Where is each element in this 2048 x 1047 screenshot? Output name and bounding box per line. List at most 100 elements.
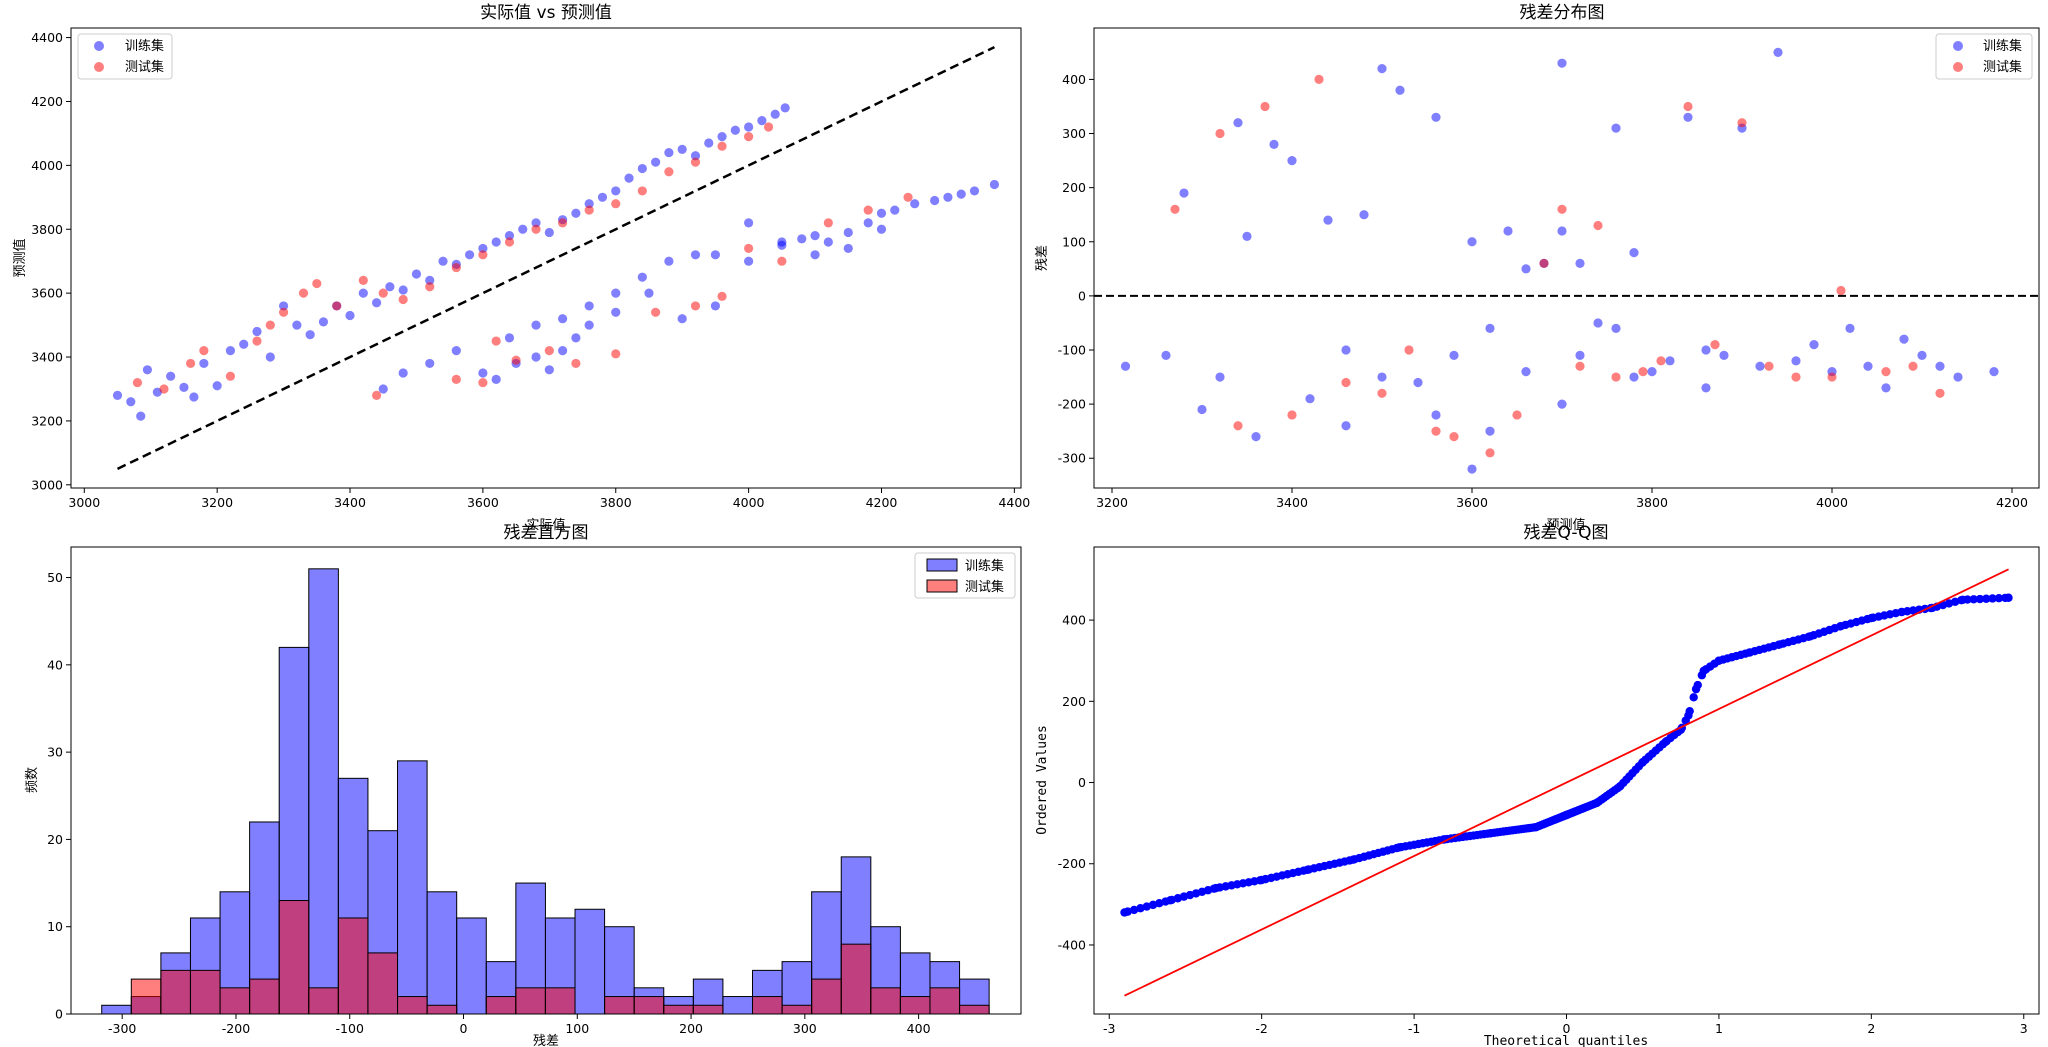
scatter-legend-train: 训练集	[125, 38, 164, 54]
test-point	[278, 307, 289, 317]
train-point	[345, 310, 355, 321]
train-point	[571, 333, 581, 343]
train-point	[704, 138, 714, 148]
residual-title: 残差分布图	[1520, 3, 1605, 23]
qq-point	[1775, 640, 1785, 649]
qq-ytick-label: 400	[1062, 613, 1086, 628]
test-residual-point	[1287, 410, 1297, 420]
histogram-xtick-label: 0	[460, 1021, 468, 1036]
scatter-xtick-label: 3800	[600, 495, 632, 510]
residual-xtick-label: 3400	[1276, 495, 1308, 510]
test-hist-bar	[604, 996, 635, 1015]
train-point	[571, 208, 581, 218]
test-point	[651, 307, 661, 317]
qq-point	[1714, 656, 1724, 665]
test-residual-point	[1710, 339, 1720, 350]
train-residual-point	[1683, 112, 1693, 122]
test-point	[504, 237, 515, 247]
qq-y-label: Ordered Values	[1035, 725, 1050, 835]
train-point	[584, 199, 594, 209]
test-point	[584, 205, 594, 215]
test-hist-bar	[397, 996, 428, 1015]
train-residual-point	[1467, 464, 1477, 474]
train-point	[199, 358, 209, 369]
train-residual-point	[1503, 226, 1513, 236]
test-point	[312, 278, 322, 289]
histogram-ytick-label: 20	[47, 832, 63, 847]
scatter-ytick-label: 4000	[31, 158, 63, 173]
train-point	[690, 151, 701, 161]
test-hist-bar	[929, 987, 961, 1015]
qq-xtick-label: 3	[2020, 1021, 2028, 1036]
train-residual-point	[1233, 118, 1243, 128]
qq-point	[1699, 666, 1708, 676]
test-residual-point	[1215, 128, 1225, 139]
scatter-legend-test-marker	[94, 62, 104, 72]
test-point	[611, 199, 621, 209]
train-point	[810, 250, 820, 260]
train-point	[710, 250, 721, 260]
qq-point	[1531, 823, 1541, 832]
train-hist-bar	[426, 891, 458, 1015]
train-residual-point	[1773, 47, 1783, 57]
test-hist-bar	[130, 978, 162, 1015]
train-residual-point	[1161, 350, 1171, 361]
train-point	[876, 208, 887, 218]
histogram-ytick-label: 40	[47, 657, 63, 672]
test-residual-point	[1314, 74, 1324, 85]
test-hist-bar	[337, 917, 369, 1015]
train-point	[385, 282, 395, 292]
test-point	[451, 374, 461, 384]
train-residual-point	[1881, 383, 1891, 393]
qq-x-label: Theoretical quantiles	[1484, 1034, 1648, 1047]
histogram-legend-train-swatch	[926, 558, 958, 572]
test-hist-bar	[485, 996, 517, 1015]
residual-legend-test-marker	[1953, 62, 1963, 72]
test-hist-bar	[189, 969, 221, 1015]
test-residual-point	[1449, 431, 1459, 442]
test-hist-bar	[249, 978, 280, 1015]
test-residual-point	[1791, 372, 1801, 382]
train-point	[504, 231, 515, 241]
scatter-xtick-label: 3200	[201, 495, 233, 510]
train-point	[166, 371, 176, 381]
train-point	[239, 339, 249, 349]
train-point	[478, 368, 488, 378]
train-point	[744, 256, 754, 266]
train-point	[644, 288, 654, 298]
train-point	[136, 411, 146, 421]
test-residual-point	[1935, 388, 1945, 398]
test-point	[544, 346, 554, 356]
qq-point	[1867, 613, 1876, 623]
train-point	[690, 250, 701, 260]
qq-ytick-label: -400	[1058, 937, 1086, 952]
train-point	[252, 326, 262, 337]
train-point	[863, 218, 873, 228]
train-residual-point	[1557, 58, 1567, 68]
histogram-xtick-label: -100	[336, 1021, 364, 1036]
residual-xtick-label: 3200	[1096, 495, 1128, 510]
train-point	[943, 192, 953, 202]
train-residual-point	[1197, 404, 1207, 415]
qq-point	[1142, 902, 1151, 911]
test-point	[298, 288, 309, 298]
qq-reference-line	[1124, 568, 2009, 997]
train-point	[398, 285, 408, 295]
test-point	[132, 377, 143, 388]
histogram-xtick-label: 200	[679, 1021, 703, 1036]
residual-ytick-label: 200	[1062, 180, 1086, 195]
qq-point	[1661, 737, 1670, 747]
residual-legend-test: 测试集	[1983, 59, 2022, 75]
train-hist-bar	[456, 917, 487, 1015]
qq-point	[1969, 595, 1978, 604]
panel-residual-distribution: 残差分布图 3200 3400 3600 3800 4000 4200-300-200-1…	[1035, 3, 2040, 533]
qq-xtick-label: 1	[1715, 1021, 1723, 1036]
panel-qq-plot: 残差Q-Q图 -3 -2 -1 0 1 2 3 -400 -200 0 200 400 Theoret…	[1035, 523, 2040, 1047]
train-residual-point	[1467, 237, 1477, 247]
train-point	[465, 250, 475, 260]
test-residual-point	[1611, 372, 1621, 382]
test-point	[451, 262, 461, 273]
test-hist-bar	[544, 987, 576, 1015]
qq-point	[1684, 711, 1693, 720]
qq-point	[1638, 758, 1647, 767]
